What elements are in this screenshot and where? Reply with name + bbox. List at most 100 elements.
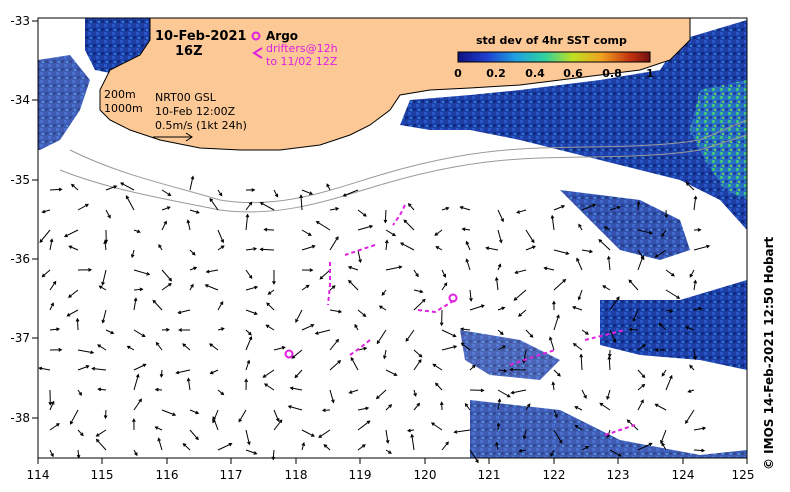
current-arrow — [326, 183, 331, 191]
current-arrow — [329, 389, 335, 404]
current-arrow — [348, 279, 359, 291]
current-arrow — [77, 389, 83, 396]
current-arrow — [357, 346, 368, 351]
current-arrow — [157, 437, 163, 451]
current-arrow — [245, 285, 259, 291]
current-arrow — [95, 438, 107, 451]
current-arrow — [97, 344, 107, 351]
drifter-track — [327, 262, 331, 306]
credit-text: © IMOS 14-Feb-2021 12:50 Hobart — [762, 236, 776, 470]
y-tick-label: -36 — [10, 252, 30, 266]
current-arrow — [497, 398, 502, 411]
current-arrow — [178, 328, 191, 332]
current-arrow — [182, 443, 191, 451]
current-arrow — [329, 338, 340, 351]
scale-arrow-label: 0.5m/s (1kt 24h) — [155, 119, 247, 132]
current-arrow — [497, 329, 504, 336]
current-arrow — [342, 189, 359, 197]
current-arrow — [602, 285, 611, 291]
current-arrow — [434, 382, 443, 391]
current-arrow — [301, 324, 315, 331]
current-arrow — [245, 213, 250, 231]
current-arrow — [525, 245, 537, 251]
current-arrow — [287, 405, 303, 411]
current-arrow — [289, 386, 303, 391]
current-arrow — [654, 348, 667, 352]
current-arrow — [552, 300, 556, 311]
current-arrow — [553, 409, 558, 419]
current-arrow — [685, 182, 695, 191]
current-arrow — [245, 359, 251, 371]
product-time: 10-Feb 12:00Z — [155, 105, 236, 118]
sst-patch-east — [400, 20, 747, 230]
current-arrow — [49, 327, 61, 332]
current-arrow — [49, 449, 54, 458]
current-arrow — [101, 309, 107, 324]
current-arrow — [665, 269, 675, 277]
current-arrow — [245, 201, 253, 211]
current-arrow — [262, 369, 275, 378]
current-arrow — [133, 297, 138, 311]
y-tick-label: -34 — [10, 93, 30, 107]
current-arrow — [459, 327, 471, 332]
current-arrow — [381, 289, 387, 296]
current-arrow — [464, 402, 471, 411]
current-arrow — [497, 209, 504, 223]
current-arrow — [357, 420, 371, 431]
current-arrow — [469, 449, 479, 464]
current-arrow — [413, 298, 426, 311]
current-arrow — [525, 229, 535, 244]
current-arrow — [441, 345, 458, 351]
current-arrow — [441, 206, 450, 211]
current-arrow — [189, 209, 200, 214]
current-arrow — [133, 449, 138, 457]
current-arrow — [637, 369, 646, 379]
current-arrow — [385, 449, 392, 454]
current-arrow — [161, 269, 173, 282]
current-arrow — [49, 423, 60, 431]
current-arrow — [658, 322, 667, 331]
current-arrow — [494, 276, 499, 291]
x-tick-label: 123 — [607, 468, 630, 482]
current-arrow — [77, 365, 90, 371]
drifter-legend-line2: to 11/02 12Z — [266, 55, 338, 68]
current-arrow — [154, 426, 163, 431]
current-arrow — [273, 419, 283, 431]
current-arrow — [329, 236, 339, 251]
current-arrow — [217, 301, 224, 311]
current-arrow — [189, 175, 195, 191]
scale-arrow-icon — [153, 132, 193, 142]
current-arrow — [95, 429, 107, 437]
current-arrow — [301, 189, 314, 195]
current-arrow — [603, 226, 611, 231]
current-arrow — [637, 254, 645, 271]
current-arrow — [637, 229, 653, 235]
current-arrow — [354, 323, 359, 331]
current-arrow — [497, 368, 508, 373]
current-arrow — [385, 265, 403, 271]
current-arrow — [406, 428, 415, 433]
current-arrow — [301, 429, 315, 437]
current-arrow — [497, 345, 507, 351]
current-arrow — [273, 409, 280, 422]
colorbar-title: std dev of 4hr SST comp — [476, 34, 627, 47]
current-arrow — [259, 247, 275, 252]
current-arrow — [315, 220, 331, 231]
current-arrow — [576, 257, 583, 271]
current-arrow — [217, 189, 223, 197]
y-tick-label: -33 — [10, 14, 30, 28]
current-arrow — [693, 227, 702, 232]
current-arrow — [548, 336, 555, 351]
current-arrow — [434, 229, 443, 236]
current-arrow — [217, 389, 225, 396]
current-arrow — [664, 209, 669, 219]
current-arrow — [660, 429, 667, 445]
current-arrow — [133, 269, 151, 276]
current-arrow — [628, 279, 639, 291]
current-arrow — [77, 349, 95, 355]
colorbar-tick: 1 — [646, 67, 654, 80]
current-arrow — [161, 189, 172, 196]
current-arrow — [637, 442, 653, 451]
current-arrow — [684, 326, 695, 331]
